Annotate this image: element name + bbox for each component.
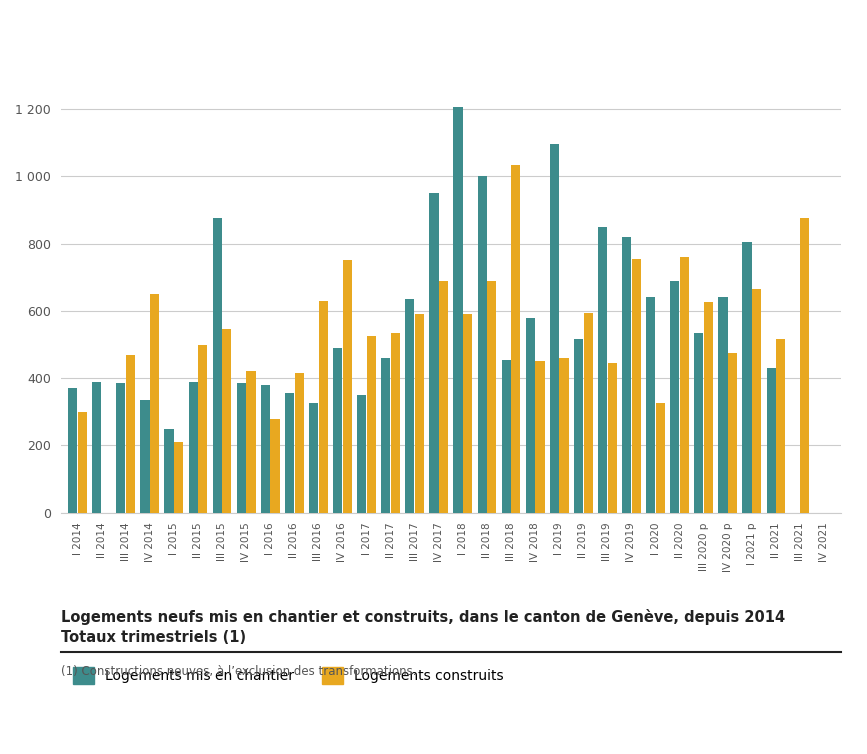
Bar	[174, 442, 183, 513]
Bar	[222, 329, 231, 513]
Bar	[776, 339, 786, 513]
Bar	[271, 418, 279, 513]
Bar	[429, 193, 439, 513]
Bar	[367, 336, 376, 513]
Bar	[800, 219, 810, 513]
Bar	[655, 403, 665, 513]
Bar	[453, 107, 463, 513]
Bar	[719, 297, 727, 513]
Bar	[391, 333, 400, 513]
Bar	[261, 385, 270, 513]
Bar	[295, 373, 303, 513]
Bar	[165, 428, 173, 513]
Bar	[415, 314, 424, 513]
Text: (1) Constructions neuves, à l’exclusion des transformations.: (1) Constructions neuves, à l’exclusion …	[61, 665, 416, 678]
Bar	[318, 301, 328, 513]
Bar	[285, 394, 294, 513]
Bar	[598, 227, 607, 513]
Text: Logements neufs mis en chantier et construits, dans le canton de Genève, depuis : Logements neufs mis en chantier et const…	[61, 609, 785, 625]
Bar	[680, 257, 689, 513]
Bar	[704, 302, 714, 513]
Bar	[608, 363, 616, 513]
Bar	[487, 280, 497, 513]
Bar	[646, 297, 655, 513]
Bar	[406, 299, 414, 513]
Bar	[357, 395, 367, 513]
Bar	[512, 164, 520, 513]
Bar	[212, 219, 222, 513]
Bar	[753, 289, 761, 513]
Bar	[670, 280, 680, 513]
Bar	[381, 358, 390, 513]
Bar	[525, 317, 535, 513]
Bar	[694, 333, 703, 513]
Bar	[559, 358, 569, 513]
Legend: Logements mis en chantier, Logements construits: Logements mis en chantier, Logements con…	[68, 661, 509, 689]
Bar	[78, 412, 87, 513]
Bar	[92, 382, 101, 513]
Bar	[742, 242, 752, 513]
Bar	[237, 383, 246, 513]
Bar	[550, 144, 559, 513]
Text: Totaux trimestriels (1): Totaux trimestriels (1)	[61, 630, 246, 645]
Bar	[140, 400, 150, 513]
Bar	[126, 354, 135, 513]
Bar	[502, 360, 511, 513]
Bar	[583, 313, 593, 513]
Bar	[766, 368, 776, 513]
Bar	[478, 176, 486, 513]
Bar	[728, 353, 737, 513]
Bar	[116, 383, 126, 513]
Bar	[622, 237, 631, 513]
Bar	[189, 382, 198, 513]
Bar	[309, 403, 318, 513]
Bar	[574, 339, 583, 513]
Bar	[632, 259, 641, 513]
Bar	[342, 260, 352, 513]
Bar	[439, 280, 448, 513]
Bar	[246, 372, 256, 513]
Bar	[333, 348, 342, 513]
Bar	[536, 361, 544, 513]
Bar	[68, 388, 77, 513]
Bar	[463, 314, 473, 513]
Bar	[199, 345, 207, 513]
Bar	[150, 294, 160, 513]
